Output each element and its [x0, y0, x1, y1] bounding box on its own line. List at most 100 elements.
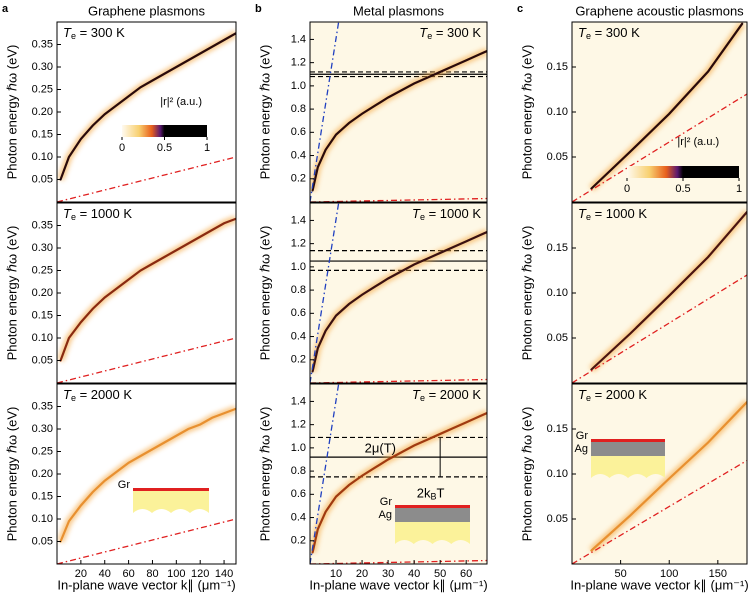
- inset-graphene: [591, 439, 665, 442]
- colorbar-tick-label: 1: [736, 183, 742, 195]
- inset-metal: [395, 508, 470, 522]
- light-line: [572, 93, 747, 202]
- x-axis-label: In-plane wave vector k∥ (μm⁻¹): [570, 577, 748, 592]
- panel-title: Metal plasmons: [353, 3, 445, 18]
- temp-text: = 300 K: [432, 25, 481, 40]
- temp-text: = 2000 K: [425, 387, 481, 402]
- temp-symbol: T: [412, 206, 421, 221]
- y-tick-label: 1.0: [291, 80, 306, 92]
- x-tick-label: 30: [382, 568, 394, 580]
- temperature-label: Te = 2000 K: [412, 387, 481, 403]
- temp-text: = 2000 K: [76, 387, 132, 402]
- y-axis-label: Photon energy ℏω (eV): [4, 45, 19, 180]
- x-tick-label: 150: [709, 568, 727, 580]
- x-tick-label: 100: [167, 568, 185, 580]
- y-tick-label: 0.35: [32, 219, 53, 231]
- panel-letter: c: [517, 3, 523, 15]
- plasmon-curve: [311, 230, 487, 373]
- plasmon-curve: [311, 411, 487, 554]
- colorbar-tick-label: 0: [119, 142, 125, 154]
- y-axis-label: Photon energy ℏω (eV): [4, 407, 19, 542]
- plasmon-curve: [311, 49, 487, 192]
- x-tick-label: 40: [408, 568, 420, 580]
- light-line: [310, 203, 340, 383]
- plasmon-curve: [590, 400, 747, 552]
- inset-graphene: [395, 505, 470, 508]
- y-tick-label: 0.35: [32, 400, 53, 412]
- light-line: [57, 156, 236, 202]
- temp-symbol: T: [419, 25, 428, 40]
- y-tick-label: 1.2: [291, 57, 306, 69]
- temperature-label: Te = 2000 K: [578, 387, 647, 403]
- plasmon-curve: [590, 22, 744, 190]
- temp-text: = 300 K: [76, 25, 125, 40]
- x-tick-label: 60: [122, 568, 134, 580]
- temperature-label: Te = 1000 K: [578, 206, 647, 222]
- temp-subscript: e: [427, 31, 432, 41]
- y-tick-label: 0.15: [547, 61, 568, 73]
- annotation: 2kBT: [417, 486, 445, 502]
- light-line: [57, 337, 236, 383]
- plot-frame: [56, 202, 237, 384]
- colorbar: [122, 125, 207, 137]
- x-tick-label: 100: [660, 568, 678, 580]
- plot-content: [310, 203, 487, 383]
- y-axis-label: Photon energy ℏω (eV): [4, 226, 19, 361]
- temp-symbol: T: [578, 387, 587, 402]
- temp-text: = 1000 K: [76, 206, 132, 221]
- inset-substrate: [591, 456, 665, 478]
- y-tick-label: 0.4: [291, 330, 306, 342]
- y-tick-label: 0.2: [291, 173, 306, 185]
- temperature-label: Te = 300 K: [419, 25, 481, 41]
- y-tick-label: 0.4: [291, 511, 306, 523]
- y-tick-label: 0.4: [291, 149, 306, 161]
- x-tick-label: 120: [191, 568, 209, 580]
- temperature-label: Te = 1000 K: [63, 206, 132, 222]
- y-tick-label: 0.8: [291, 284, 306, 296]
- plot-frame: [309, 202, 488, 384]
- y-tick-label: 0.30: [32, 423, 53, 435]
- plot-content: [57, 405, 236, 564]
- x-tick-label: 40: [99, 568, 111, 580]
- y-tick-label: 0.6: [291, 307, 306, 319]
- y-tick-label: 0.25: [32, 445, 53, 457]
- annotation: 2μ(T): [365, 440, 396, 455]
- y-tick-label: 1.2: [291, 238, 306, 250]
- x-tick-label: 140: [215, 568, 233, 580]
- temp-subscript: e: [586, 393, 591, 403]
- y-tick-label: 0.2: [291, 354, 306, 366]
- inset-graphene: [133, 488, 209, 491]
- y-tick-label: 0.10: [32, 151, 53, 163]
- y-tick-label: 0.25: [32, 83, 53, 95]
- y-tick-label: 0.15: [32, 128, 53, 140]
- light-line: [572, 274, 747, 383]
- y-tick-label: 0.10: [32, 513, 53, 525]
- plot-frame: [309, 383, 488, 565]
- y-tick-label: 0.6: [291, 488, 306, 500]
- y-tick-label: 0.20: [32, 468, 53, 480]
- y-axis-label: Photon energy ℏω (eV): [519, 45, 534, 180]
- inset-label: Ag: [379, 509, 392, 521]
- y-tick-label: 0.15: [32, 490, 53, 502]
- y-axis-label: Photon energy ℏω (eV): [257, 226, 272, 361]
- plasmon-curve: [59, 217, 236, 362]
- plot-frame: [571, 21, 748, 203]
- plot-background: [57, 384, 236, 564]
- inset-label: Ag: [575, 443, 588, 455]
- x-tick-label: 50: [614, 568, 626, 580]
- x-tick-label: 20: [356, 568, 368, 580]
- y-axis-label: Photon energy ℏω (eV): [257, 45, 272, 180]
- temp-text: = 1000 K: [425, 206, 481, 221]
- light-line: [310, 378, 487, 383]
- y-tick-label: 0.05: [547, 151, 568, 163]
- y-tick-label: 0.8: [291, 103, 306, 115]
- light-line: [310, 22, 340, 202]
- y-axis-label: Photon energy ℏω (eV): [519, 226, 534, 361]
- colorbar-tick-label: 0.5: [157, 142, 172, 154]
- y-tick-label: 1.0: [291, 261, 306, 273]
- x-tick-label: 20: [75, 568, 87, 580]
- plot-background: [572, 203, 747, 383]
- y-tick-label: 1.4: [291, 214, 306, 226]
- y-axis-label: Photon energy ℏω (eV): [519, 407, 534, 542]
- colorbar-tick-label: 1: [204, 142, 210, 154]
